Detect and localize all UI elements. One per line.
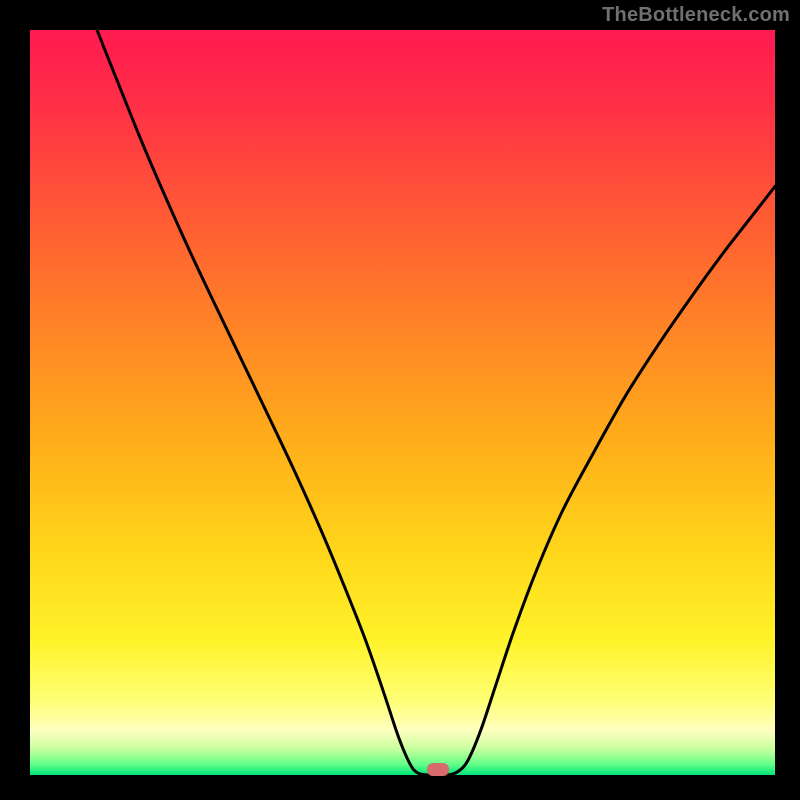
optimum-marker — [427, 763, 449, 776]
plot-area — [30, 30, 775, 775]
chart-container: TheBottleneck.com — [0, 0, 800, 800]
bottleneck-curve — [30, 30, 775, 775]
watermark-text: TheBottleneck.com — [602, 4, 790, 27]
